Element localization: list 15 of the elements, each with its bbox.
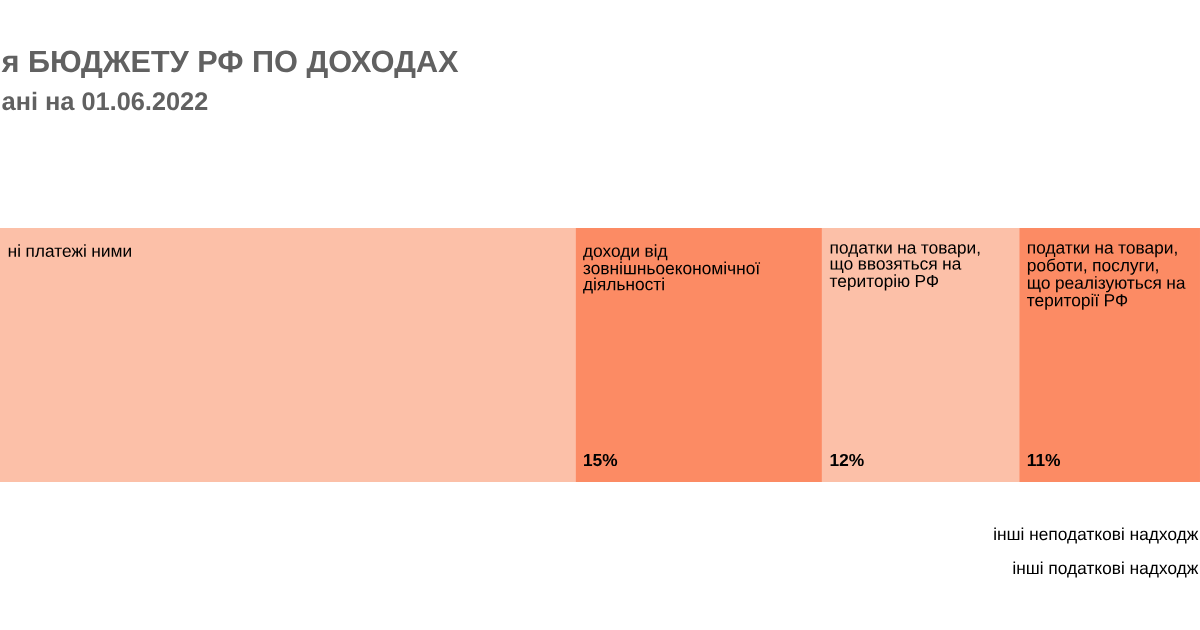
series-label: ні платежі ними [8,244,131,257]
data-label: 15% [584,453,618,467]
series-label: доходи від зовнішньоекономічної діяльності [583,244,761,294]
bar [821,227,1020,482]
bar [1019,227,1200,482]
series-label: податки на товари, що ввозяться на територію РФ [829,244,980,291]
bar [0,227,576,482]
chart-subtitle: ані на 01.06.2022 [2,91,208,111]
data-label: 12% [830,453,864,467]
bar [575,227,822,482]
chart-title: я БЮДЖЕТУ РФ ПО ДОХОДАХ [1,50,459,79]
data-label: 11% [1027,453,1061,467]
text: інші неподаткові надходж [994,527,1199,544]
series-label: податки на товари, роботи, послуги, що реалізуються на території РФ [1027,244,1186,310]
text: інші податкові надходж [1013,561,1199,578]
